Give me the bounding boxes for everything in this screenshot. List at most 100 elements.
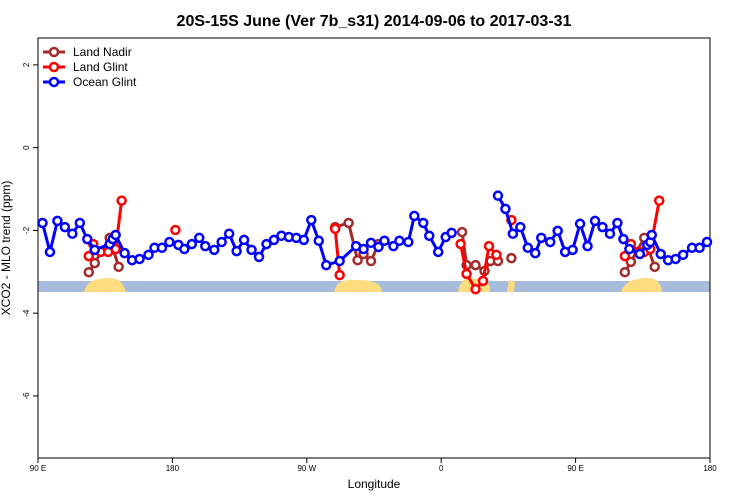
data-point — [156, 242, 168, 254]
y-axis-label: XCO2 - MLO trend (ppm) — [0, 181, 13, 316]
y-tick-label: -2 — [22, 226, 31, 234]
data-point — [544, 236, 556, 248]
legend-marker — [48, 61, 60, 73]
data-point — [500, 203, 511, 215]
data-point — [268, 234, 280, 246]
data-point — [530, 247, 541, 259]
data-point — [67, 228, 78, 239]
data-point — [618, 233, 629, 245]
data-point — [470, 259, 481, 271]
data-point — [110, 229, 121, 241]
data-point — [506, 252, 517, 264]
data-point — [89, 244, 100, 256]
data-point — [694, 242, 705, 254]
data-point — [52, 215, 63, 227]
data-point — [670, 253, 681, 265]
data-point — [574, 218, 586, 230]
data-point — [483, 240, 495, 252]
data-point — [597, 221, 608, 233]
data-point — [567, 244, 578, 256]
data-point — [612, 217, 623, 229]
x-axis-label: Longitude — [348, 477, 401, 491]
data-point — [352, 254, 363, 266]
series-line — [333, 228, 342, 276]
data-point — [59, 221, 71, 233]
data-point — [186, 238, 198, 250]
data-point — [424, 230, 435, 242]
data-point — [200, 240, 211, 252]
legend-marker — [48, 46, 60, 58]
data-point — [552, 225, 563, 237]
data-point — [477, 275, 489, 287]
data-point — [507, 228, 519, 239]
data-point — [403, 236, 414, 248]
x-tick-label: 0 — [439, 464, 444, 473]
data-point — [82, 233, 93, 245]
data-point — [83, 250, 95, 262]
data-point — [373, 241, 384, 253]
data-point — [170, 224, 181, 236]
data-point — [446, 227, 457, 239]
land-patch — [84, 278, 126, 292]
data-point — [320, 259, 332, 271]
data-point — [37, 217, 48, 229]
data-point — [418, 217, 429, 229]
data-point — [334, 255, 345, 267]
data-point — [379, 235, 390, 247]
legend-label: Land Glint — [73, 60, 128, 74]
data-point — [470, 283, 481, 295]
legend-label: Land Nadir — [73, 45, 132, 59]
data-point — [455, 238, 466, 250]
series — [37, 190, 713, 271]
data-point — [343, 217, 354, 229]
data-point — [634, 248, 646, 260]
data-point — [492, 190, 504, 201]
data-point — [194, 232, 205, 244]
land-patch — [621, 278, 662, 292]
land-patch — [334, 279, 382, 292]
data-point — [624, 243, 635, 255]
data-point — [589, 215, 601, 227]
data-point — [456, 226, 468, 238]
legend-label: Ocean Glint — [73, 75, 137, 89]
x-tick-label: 90 E — [30, 464, 46, 473]
data-point — [231, 245, 242, 257]
data-point — [113, 261, 124, 273]
data-point — [655, 248, 666, 260]
data-point — [44, 246, 56, 258]
data-point — [677, 249, 689, 261]
data-point — [116, 195, 127, 206]
data-point — [164, 236, 175, 248]
data-point — [253, 251, 265, 263]
y-tick-label: 2 — [22, 62, 31, 67]
data-point — [409, 210, 420, 222]
data-point — [261, 238, 272, 250]
data-point — [143, 249, 154, 261]
data-point — [515, 221, 526, 233]
data-point — [649, 261, 660, 273]
data-point — [522, 242, 534, 254]
data-point — [491, 249, 502, 261]
data-point — [216, 236, 227, 248]
data-point — [625, 256, 637, 268]
data-point — [313, 235, 324, 247]
data-point — [653, 195, 665, 206]
data-point — [461, 268, 472, 280]
data-point — [432, 246, 444, 258]
data-point — [619, 266, 631, 278]
data-point — [394, 235, 405, 247]
land-mask — [38, 278, 710, 292]
data-point — [89, 257, 100, 269]
data-point — [582, 240, 593, 252]
data-point — [329, 223, 341, 235]
x-tick-label: 180 — [166, 464, 180, 473]
legend-marker — [48, 76, 60, 88]
data-point — [334, 269, 345, 281]
data-point — [701, 236, 713, 248]
x-tick-label: 90 W — [297, 464, 316, 473]
data-point — [298, 234, 310, 246]
data-point — [238, 234, 250, 246]
plot-frame — [37, 37, 711, 459]
data-point — [365, 237, 377, 249]
